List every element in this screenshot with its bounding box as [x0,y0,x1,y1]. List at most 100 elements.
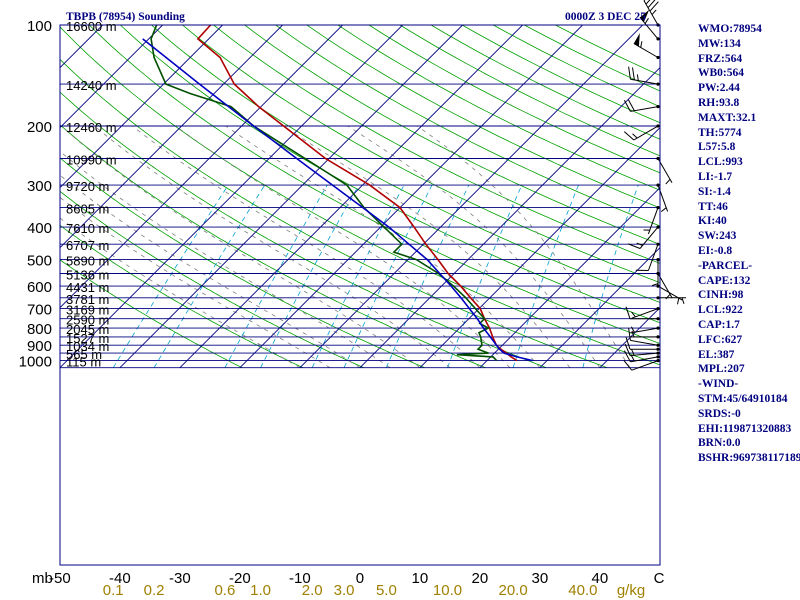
mixing-ratio-line [512,184,579,368]
sidebar-item: EI:-0.8 [698,244,733,257]
wind-barb-station [656,343,660,347]
wind-barb-station [656,156,660,161]
pressure-tick-label: 100 [27,18,52,35]
wind-barb-half-tick [630,355,635,362]
dry-adiabat [120,25,660,324]
isotherm [60,25,163,129]
mixing-ratio-label: 5.0 [376,582,397,599]
moist-adiabat [94,125,451,369]
wind-barb-station [656,351,660,355]
isotherm [179,25,523,369]
mixing-ratio-label: 10.0 [433,582,462,599]
wind-barb [635,242,660,271]
wind-barb-full-tick [649,1,659,12]
temperature-tick-label: 20 [472,570,489,587]
sidebar-item: SI:-1.4 [698,185,731,198]
mixing-ratio-line [447,184,523,368]
sidebar-item: BSHR:969738117189 [698,452,800,465]
moist-adiabat [175,125,511,368]
wind-barb-full-tick [623,359,633,371]
valid-time: 0000Z 3 DEC 25 [565,11,646,23]
wind-barb-full-tick [627,99,635,111]
pressure-tick-label: 800 [27,321,52,338]
sidebar-item: SW:243 [698,230,737,243]
wind-barb-half-tick [665,293,671,300]
wind-barb [651,258,660,288]
wind-barb [656,296,686,304]
pressure-tick-label: 600 [27,279,52,296]
isotherm [119,25,463,369]
wind-barb-pennant [640,9,650,22]
wind-barb-station [656,307,660,311]
isotherm [299,25,643,369]
mixing-ratio-lines [112,184,639,368]
wind-barb [628,66,660,86]
height-label: 115 m [66,355,101,370]
dry-adiabat [368,25,660,174]
height-label: 5890 m [66,254,109,269]
sidebar-item: L57:5.8 [698,141,736,154]
wind-barb-full-tick [623,131,635,141]
wind-barb-half-tick [640,41,643,48]
wind-barb-full-tick [625,306,631,319]
moist-adiabat [132,125,481,368]
height-label: 565 m [66,347,102,362]
wind-barb-staff [643,0,659,26]
wind-barb-station [656,37,660,41]
wind-barb-station [656,335,660,339]
wind-barb-half-tick [651,9,657,15]
wind-barb-half-tick [631,330,635,338]
wind-barb-half-tick [631,349,635,356]
temperature-tick-label: 0 [356,570,364,587]
sidebar-item: LCL:922 [698,304,743,317]
mixing-ratio-line [224,184,328,368]
temperature-tick-label: -30 [169,570,191,587]
sidebar-item: FRZ:564 [698,52,743,65]
wind-barb-full-tick [647,0,656,9]
mixing-ratio-unit: g/kg [617,582,645,599]
mixing-ratio-label: 1.0 [250,582,271,599]
wind-barb-station [656,355,660,359]
wind-barb-station [656,242,660,246]
wind-barb-station [656,347,660,351]
mixing-ratio-label: 0.2 [144,582,165,599]
sidebar-item: TT:46 [698,200,728,213]
wind-barb [628,327,660,347]
mixing-ratio-line [311,184,405,368]
sidebar-item: SRDS:-0 [698,407,741,420]
parcel-line [142,38,533,362]
pressure-tick-label: 200 [27,119,52,136]
mixing-ratio-label: 3.0 [334,582,355,599]
isotherm [539,246,660,369]
wind-barb [630,326,660,334]
wind-barb-staff [647,244,659,271]
wind-barb-full-tick [624,343,631,356]
wind-barb-staff [630,78,659,85]
wind-barb [624,343,660,357]
height-label: 16600 m [66,19,117,34]
sidebar-item: CAPE:132 [698,274,751,287]
wind-barb-staff [630,339,659,346]
wind-barb-staff [631,308,659,319]
wind-barb [625,337,660,351]
sidebar-item: STM:45/64910184 [698,392,788,405]
wind-barb-full-tick [628,243,641,249]
wind-barb-staff [630,352,659,357]
moist-adiabat [60,174,361,369]
moist-adiabat [347,125,601,368]
pressure-tick-label: 700 [27,302,52,319]
wind-barb-station [656,317,660,321]
mixing-ratio-label: 40.0 [568,582,597,599]
height-label: 1527 m [66,331,109,346]
wind-barb-full-tick [628,327,631,341]
wind-barb-station [656,183,660,187]
wind-barb-half-tick [632,133,638,139]
wind-barb-half-tick [630,326,635,333]
isobars [60,24,660,369]
dry-adiabat [60,157,425,369]
sidebar-item: LFC:627 [698,333,743,346]
height-label: 4431 m [66,280,109,295]
wind-barb-staff [630,327,659,334]
isotherm [239,25,583,369]
